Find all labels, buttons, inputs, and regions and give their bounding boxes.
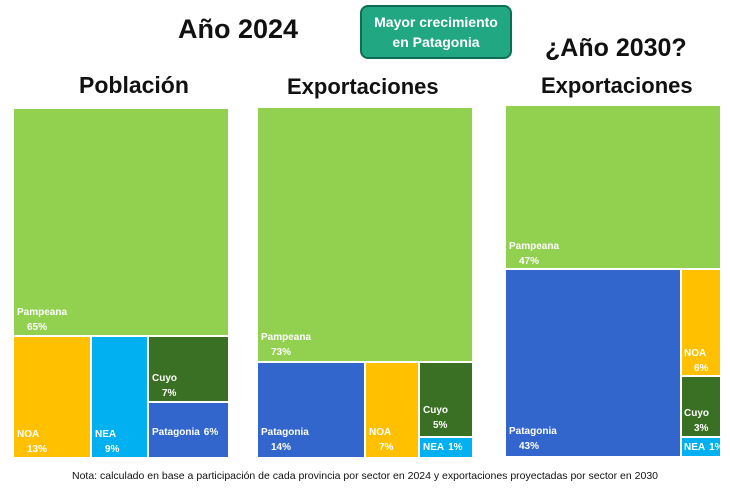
tile-value-label: 3% (694, 423, 709, 434)
tile-noa: NOA 6% (681, 269, 721, 376)
tile-region-name: NEA (95, 429, 117, 440)
tile-label: NOA 7% (369, 425, 393, 455)
tile-cuyo: Cuyo 5% (419, 362, 473, 437)
tile-value-label: 47% (519, 256, 540, 267)
tile-noa: NOA 7% (365, 362, 419, 458)
tile-region-name: Cuyo (152, 373, 177, 384)
tile-pampeana: Pampeana 65% (13, 108, 229, 336)
tile-region-name: Cuyo (423, 405, 448, 416)
tile-region-name: Pampeana (261, 332, 312, 343)
tile-region-name: NOA (369, 427, 392, 438)
tile-value-label: 14% (271, 442, 292, 453)
tile-label: Pampeana 65% (17, 305, 67, 335)
tile-value-label: 6% (694, 363, 709, 374)
tile-region-name: NOA (17, 429, 40, 440)
tile-region-name: NOA (684, 348, 707, 359)
year-2024-title: Año 2024 (178, 14, 299, 44)
chart-title-poblacion: Población (79, 72, 189, 98)
tile-patagonia: Patagonia 6% (148, 402, 229, 458)
tile-patagonia: Patagonia 43% (505, 269, 681, 457)
tile-value-label: 1% (448, 442, 463, 453)
tile-label: Cuyo 5% (423, 403, 448, 433)
footnote: Nota: calculado en base a participación … (71, 470, 659, 482)
tile-region-name: Pampeana (17, 307, 68, 318)
tile-label: NOA 6% (684, 346, 709, 375)
tile-region-name: Patagonia (261, 427, 309, 438)
tile-value-label: 7% (379, 442, 394, 453)
tile-region-name: Cuyo (684, 408, 709, 419)
tile-label: Pampeana 73% (261, 330, 311, 360)
tile-label: NEA 9% (95, 427, 119, 457)
tile-label: Patagonia 14% (261, 425, 309, 455)
tile-label: Pampeana 47% (509, 239, 560, 268)
tile-label: NOA 13% (17, 427, 47, 457)
tile-label: Cuyo 3% (684, 406, 709, 436)
tile-nea: NEA 9% (91, 336, 148, 458)
tile-pampeana: Pampeana 73% (257, 107, 473, 362)
tile-value-label: 6% (203, 427, 219, 438)
tile-value-label: 7% (162, 388, 177, 399)
tile-value-label: 73% (271, 347, 292, 358)
tile-label: Cuyo 7% (152, 371, 177, 401)
tile-value-label: 65% (27, 322, 48, 333)
tile-value-label: 5% (433, 420, 448, 431)
chart-title-exportaciones-2030: Exportaciones (541, 73, 693, 98)
tile-cuyo: Cuyo 7% (148, 336, 229, 402)
tile-label: Patagonia 43% (509, 424, 557, 454)
chart-title-exportaciones-2024: Exportaciones (287, 74, 439, 99)
tile-region-name: Patagonia (152, 427, 200, 438)
tile-region-name: NEA (684, 442, 706, 453)
tile-region-name: Patagonia (509, 426, 557, 437)
tile-value-label: 9% (105, 444, 120, 455)
tile-value-label: 43% (519, 441, 540, 452)
growth-badge: Mayor crecimiento en Patagonia (360, 5, 512, 59)
tile-value-label: 13% (27, 444, 48, 455)
tile-cuyo: Cuyo 3% (681, 376, 721, 437)
tile-value-label: 1% (709, 442, 720, 453)
tile-region-name: NEA (423, 442, 445, 453)
year-2030-title: ¿Año 2030? (545, 34, 687, 62)
tile-pampeana: Pampeana 47% (505, 105, 721, 269)
tile-noa: NOA 13% (13, 336, 91, 458)
tile-region-name: Pampeana (509, 241, 560, 252)
tile-patagonia: Patagonia 14% (257, 362, 365, 458)
tile-label: Patagonia 6% (152, 425, 218, 440)
